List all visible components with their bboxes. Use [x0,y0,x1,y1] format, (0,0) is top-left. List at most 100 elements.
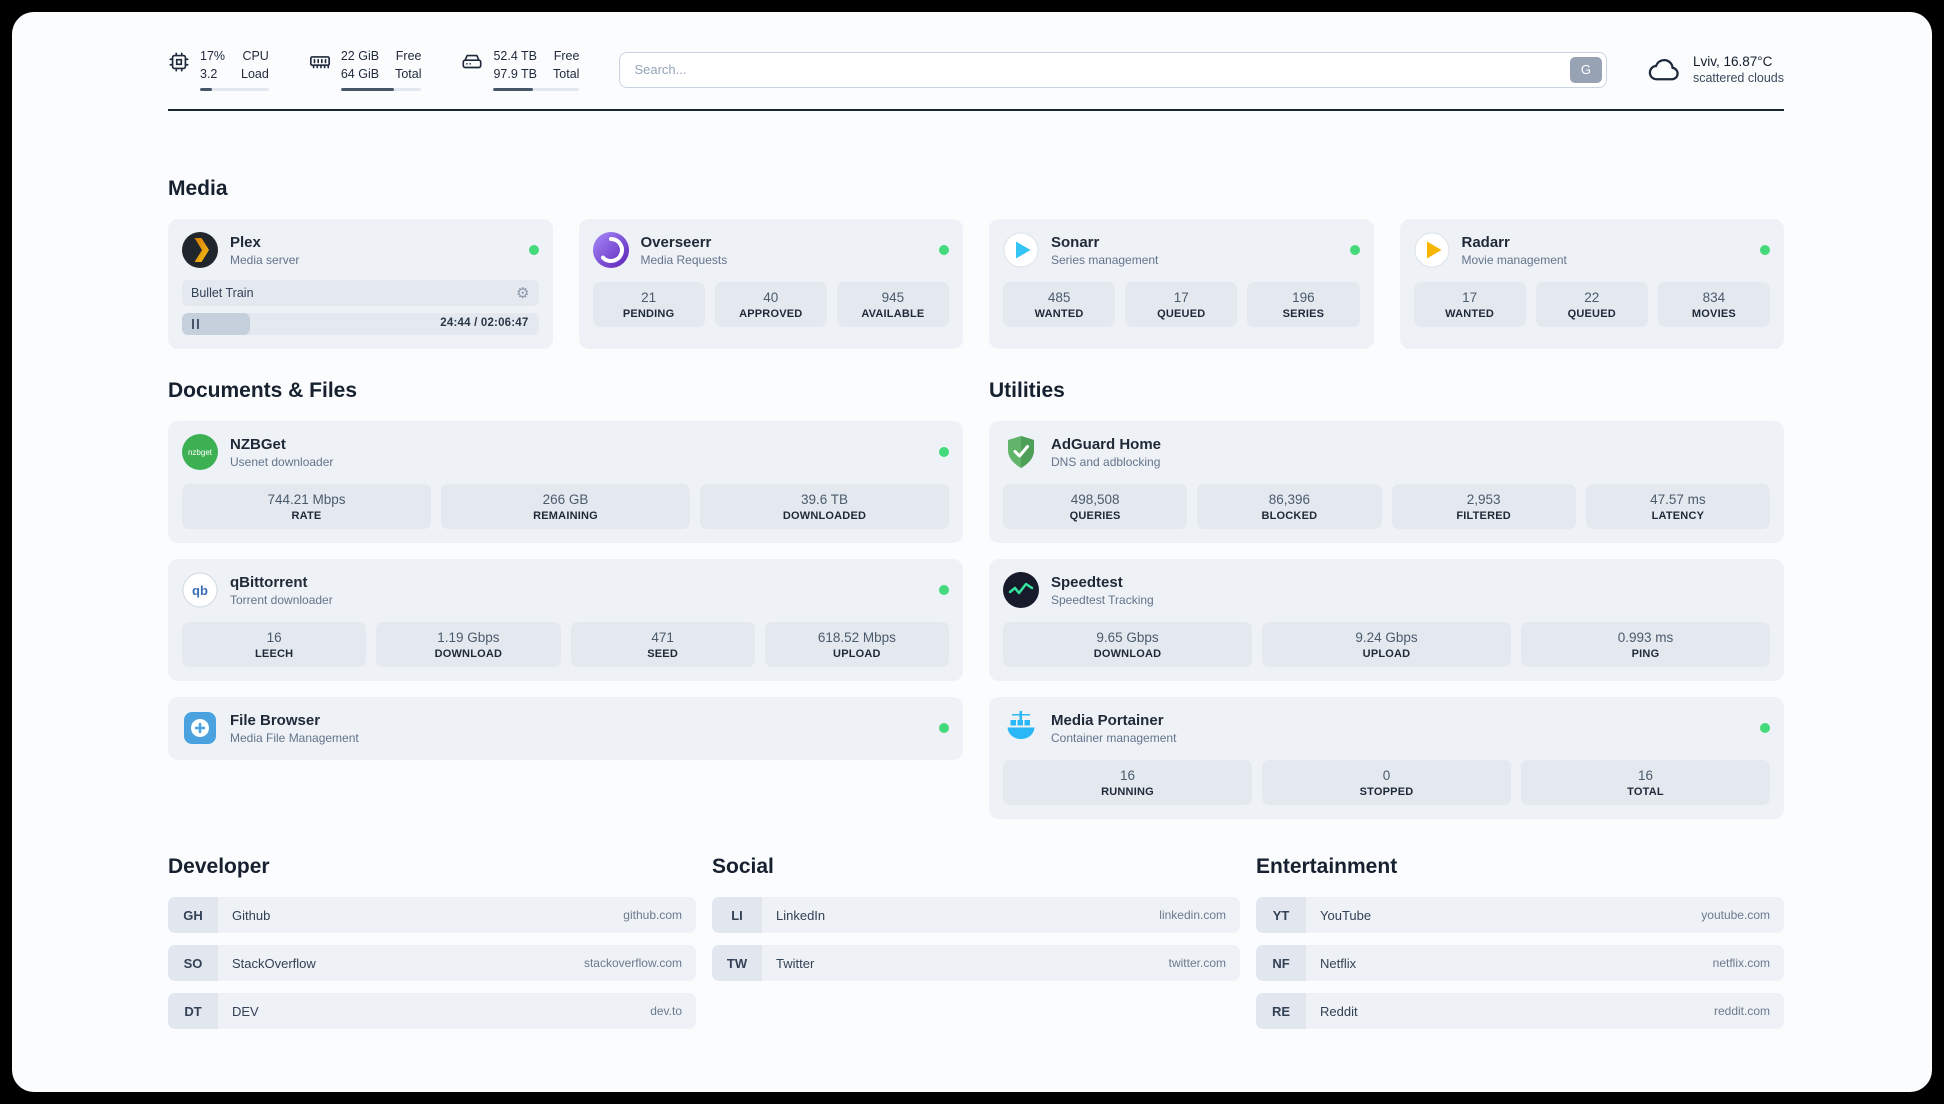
stat-value: 485 [1047,290,1071,305]
stat-box: 485 WANTED [1003,282,1116,327]
svg-text:qb: qb [192,583,208,598]
bookmark-twitter[interactable]: TW Twitter twitter.com [712,945,1240,981]
service-card-radarr[interactable]: Radarr Movie management 17 WANTED 22 QUE… [1399,219,1784,349]
service-title: qBittorrent [230,573,308,591]
search-provider-button[interactable]: G [1569,56,1602,83]
search-bar: G [619,51,1607,88]
bookmark-github[interactable]: GH Github github.com [168,897,696,933]
service-card-plex[interactable]: Plex Media server Bullet Train ⚙ 24:44 /… [168,219,553,349]
stat-value: 266 GB [542,492,589,507]
cloud-icon [1647,53,1681,87]
plex-now-playing: Bullet Train ⚙ 24:44 / 02:06:47 [182,280,539,335]
stat-label: RUNNING [1101,786,1154,798]
weather-widget: Lviv, 16.87°C scattered clouds [1647,53,1784,87]
stat-value: 744.21 Mbps [267,492,346,507]
service-subtitle: Speedtest Tracking [1051,592,1154,607]
stat-label: LATENCY [1651,510,1705,522]
stat-value: 834 [1702,290,1726,305]
stat-value: 40 [763,290,779,305]
bookmark-youtube[interactable]: YT YouTube youtube.com [1256,897,1784,933]
service-subtitle: Movie management [1461,252,1567,267]
service-card-adguard[interactable]: AdGuard Home DNS and adblocking 498,508 … [989,421,1784,543]
stat-value: 2,953 [1466,492,1501,507]
playback-progress-bar[interactable]: 24:44 / 02:06:47 [182,313,539,335]
memory-icon [309,51,331,73]
status-dot [939,585,949,595]
service-subtitle: Media File Management [230,730,359,745]
adguard-icon [1003,434,1039,470]
section-social: Social LI LinkedIn linkedin.com TW Twitt… [712,855,1240,1029]
status-dot [528,245,539,255]
stat-value: 22 [1584,290,1600,305]
stat-label: BLOCKED [1261,510,1318,522]
stat-box: 471 SEED [570,622,755,667]
service-card-speedtest[interactable]: Speedtest Speedtest Tracking 9.65 Gbps D… [989,559,1784,681]
stat-label: PENDING [622,308,675,320]
memory-total: 64 GiB [340,66,380,81]
section-title-documents: Documents & Files [168,379,358,402]
service-card-filebrowser[interactable]: File Browser Media File Management [168,697,963,760]
weather-location: Lviv, 16.87°C [1692,54,1773,69]
bookmark-netflix[interactable]: NF Netflix netflix.com [1256,945,1784,981]
stat-label: QUERIES [1069,510,1121,522]
service-title: File Browser [230,711,321,729]
stat-value: 16 [1119,768,1136,783]
stat-label: DOWNLOADED [782,510,867,522]
stat-label: QUEUED [1567,308,1616,320]
pause-icon[interactable] [192,319,199,329]
stat-box: 266 GB REMAINING [441,484,690,529]
filebrowser-icon [182,710,218,746]
bookmark-reddit[interactable]: RE Reddit reddit.com [1256,993,1784,1029]
stat-box: 17 QUEUED [1125,282,1238,327]
stat-value: 196 [1292,290,1315,305]
stat-value: 47.57 ms [1650,492,1706,507]
status-dot [939,447,949,457]
memory-label-1: Free [395,49,422,63]
service-card-nzbget[interactable]: nzbget NZBGet Usenet downloader 744.21 M… [168,421,963,543]
stat-box: 17 WANTED [1413,282,1526,327]
top-bar: 17% 3.2 CPU Load [168,48,1784,91]
stat-box: 2,953 FILTERED [1391,484,1576,529]
service-subtitle: DNS and adblocking [1051,454,1161,469]
service-card-overseerr[interactable]: Overseerr Media Requests 21 PENDING 40 A… [578,219,963,349]
stat-box: 39.6 TB DOWNLOADED [700,484,949,529]
bookmark-url: linkedin.com [1159,908,1226,922]
stat-box: 498,508 QUERIES [1003,484,1188,529]
service-card-portainer[interactable]: Media Portainer Container management 16 … [989,697,1784,819]
section-title-utilities: Utilities [989,379,1065,402]
service-subtitle: Media Requests [640,252,728,267]
disk-progress-track [493,88,580,91]
svg-text:nzbget: nzbget [188,448,213,457]
bookmark-name: Twitter [776,955,815,971]
service-card-qbittorrent[interactable]: qb qBittorrent Torrent downloader 16 LEE… [168,559,963,681]
service-card-sonarr[interactable]: Sonarr Series management 485 WANTED 17 Q… [989,219,1374,349]
stat-value: 945 [881,290,905,305]
dashboard-frame: 17% 3.2 CPU Load [12,12,1932,1092]
stat-label: UPLOAD [833,648,881,660]
stat-label: AVAILABLE [861,308,925,320]
stat-label: SERIES [1282,308,1325,320]
gear-icon[interactable]: ⚙ [516,284,530,302]
bookmark-url: github.com [623,908,682,922]
disk-free: 52.4 TB [493,49,538,63]
stat-label: SEED [647,648,678,660]
search-input[interactable] [619,51,1607,88]
service-title: Speedtest [1051,573,1123,591]
speedtest-icon [1003,572,1039,608]
section-title-entertainment: Entertainment [1256,855,1398,878]
bookmark-linkedin[interactable]: LI LinkedIn linkedin.com [712,897,1240,933]
stat-value: 9.24 Gbps [1355,630,1418,645]
resource-widgets: 17% 3.2 CPU Load [168,48,580,91]
cpu-progress-track [200,88,269,91]
status-dot [939,723,949,733]
disk-progress-fill [493,88,533,91]
status-dot [1349,245,1360,255]
stat-value: 17 [1462,290,1478,305]
stat-label: MOVIES [1691,308,1736,320]
stat-box: 47.57 ms LATENCY [1585,484,1770,529]
weather-condition: scattered clouds [1692,71,1784,85]
bookmark-stackoverflow[interactable]: SO StackOverflow stackoverflow.com [168,945,696,981]
bookmark-dev[interactable]: DT DEV dev.to [168,993,696,1029]
bookmark-abbr: NF [1256,945,1306,981]
service-title: AdGuard Home [1051,435,1162,453]
